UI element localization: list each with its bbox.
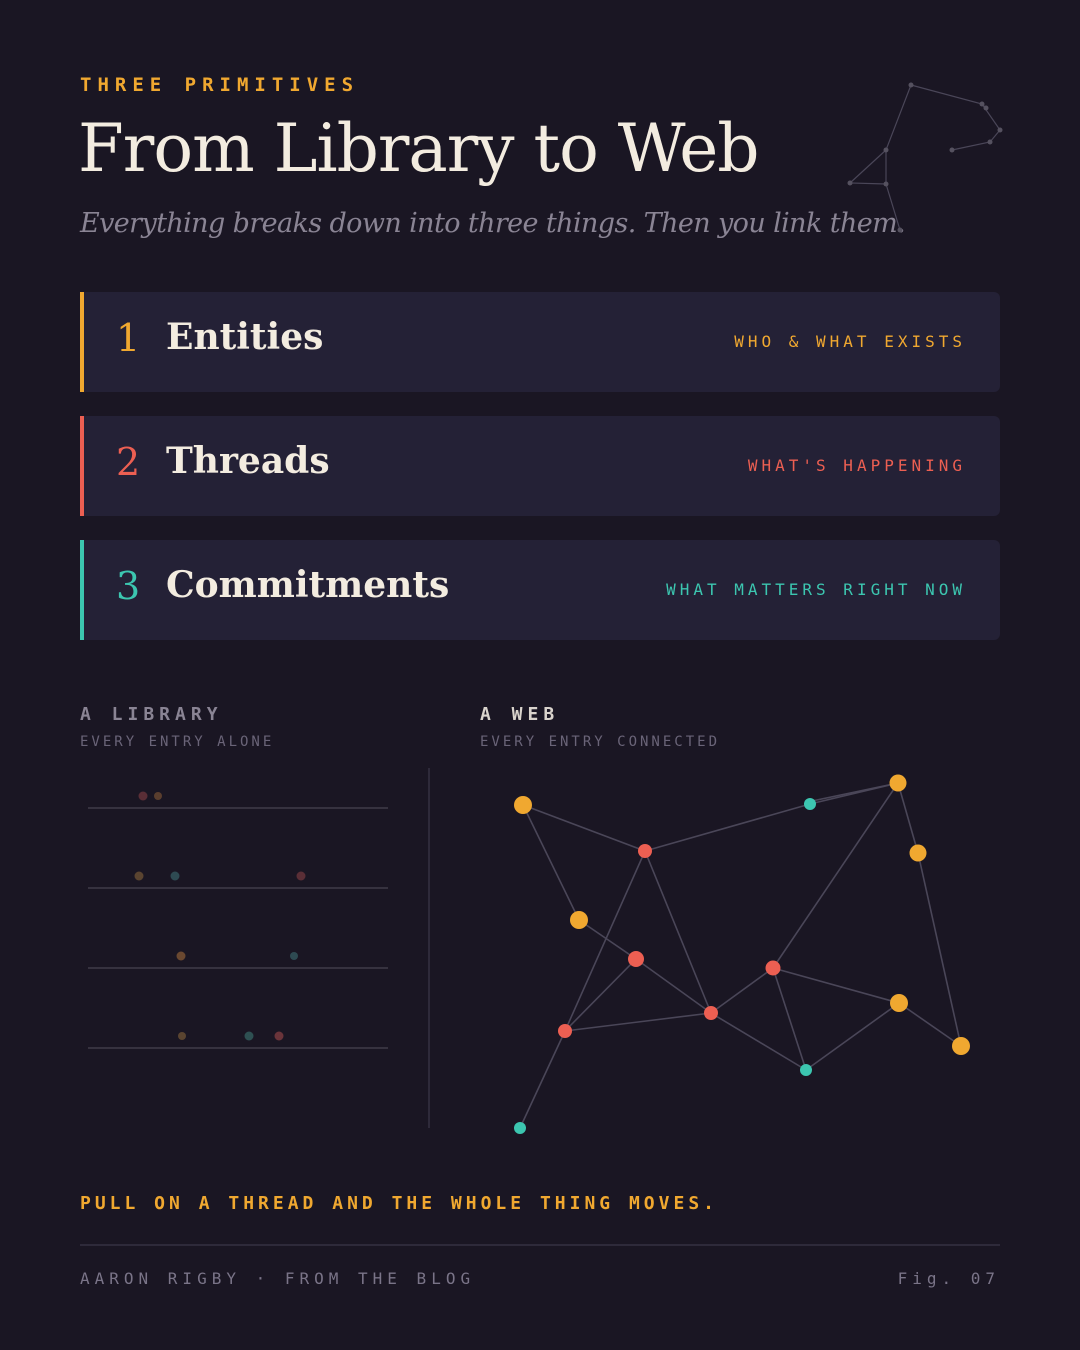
library-shelves-diagram — [88, 791, 388, 1049]
web-network-diagram — [514, 774, 970, 1134]
library-entry-dot — [154, 792, 162, 800]
primitive-name: Commitments — [166, 564, 450, 606]
web-link — [522, 804, 580, 921]
primitive-tag: WHAT'S HAPPENING — [747, 456, 966, 475]
constellation-star — [949, 147, 955, 153]
primitive-name: Threads — [166, 440, 330, 482]
web-link — [917, 852, 962, 1047]
library-entry-dot — [176, 951, 186, 961]
library-entry-dot — [134, 871, 144, 881]
web-entity-node — [570, 911, 588, 929]
web-link — [564, 1012, 712, 1032]
web-link — [897, 782, 919, 854]
web-thread-node — [628, 951, 644, 967]
web-thread-node — [558, 1024, 572, 1038]
web-link — [805, 1002, 900, 1071]
tagline: PULL ON A THREAD AND THE WHOLE THING MOV… — [80, 1193, 718, 1214]
constellation-star — [987, 139, 993, 145]
constellation-star — [847, 180, 853, 186]
primitive-card-commitments: 3 Commitments WHAT MATTERS RIGHT NOW — [80, 540, 1000, 640]
web-link — [811, 782, 899, 802]
panel-divider — [428, 768, 430, 1128]
web-panel-subtitle: EVERY ENTRY CONNECTED — [480, 734, 721, 750]
constellation-star — [883, 147, 889, 153]
footer-figure-number: Fig. 07 — [897, 1269, 1000, 1288]
web-entity-node — [514, 796, 532, 814]
primitive-number: 1 — [116, 316, 141, 360]
primitive-card-entities: 1 Entities WHO & WHAT EXISTS — [80, 292, 1000, 392]
constellation-star — [883, 181, 889, 187]
web-link — [772, 782, 899, 969]
web-entity-node — [889, 774, 907, 792]
web-entity-node — [909, 844, 927, 862]
web-link — [898, 1002, 962, 1047]
library-panel-subtitle: EVERY ENTRY ALONE — [80, 734, 275, 750]
web-entity-node — [890, 994, 908, 1012]
library-entry-dot — [274, 1031, 284, 1041]
constellation-line — [848, 84, 912, 231]
primitive-card-threads: 2 Threads WHAT'S HAPPENING — [80, 416, 1000, 516]
web-panel-title: A WEB — [480, 704, 560, 725]
web-link — [578, 919, 637, 960]
web-commitment-node — [514, 1122, 526, 1134]
library-panel-title: A LIBRARY — [80, 704, 223, 725]
web-commitment-node — [800, 1064, 812, 1076]
web-link — [772, 967, 807, 1071]
constellation-star — [897, 227, 903, 233]
library-entry-dot — [170, 871, 180, 881]
library-entry-dot — [178, 1032, 186, 1040]
primitive-number: 3 — [116, 564, 141, 608]
primitive-name: Entities — [166, 316, 324, 358]
constellation-line — [910, 84, 1001, 151]
footer-author: AARON RIGBY · FROM THE BLOG — [80, 1269, 476, 1288]
web-link — [519, 1030, 566, 1129]
web-link — [564, 958, 637, 1032]
library-entry-dot — [296, 871, 306, 881]
web-link — [644, 803, 811, 852]
primitive-tag: WHO & WHAT EXISTS — [734, 332, 966, 351]
web-link — [564, 850, 646, 1032]
constellation-star — [983, 105, 989, 111]
web-thread-node — [765, 960, 781, 976]
web-link — [522, 804, 646, 852]
page-title: From Library to Web — [78, 110, 760, 187]
primitive-tag: WHAT MATTERS RIGHT NOW — [666, 580, 966, 599]
page-subtitle: Everything breaks down into three things… — [80, 208, 906, 239]
primitive-number: 2 — [116, 440, 141, 484]
web-commitment-node — [804, 798, 816, 810]
web-entity-node — [952, 1037, 970, 1055]
web-thread-node — [704, 1006, 718, 1020]
web-link — [710, 1012, 807, 1071]
constellation-decoration — [847, 82, 1003, 233]
web-link — [710, 967, 774, 1014]
library-entry-dot — [244, 1031, 254, 1041]
web-thread-node — [638, 844, 652, 858]
constellation-star — [908, 82, 914, 88]
eyebrow-label: THREE PRIMITIVES — [80, 74, 360, 96]
library-entry-dot — [290, 952, 298, 960]
library-entry-dot — [138, 791, 148, 801]
constellation-star — [997, 127, 1003, 133]
web-link — [772, 967, 900, 1004]
footer-divider — [80, 1244, 1000, 1246]
constellation-star — [979, 101, 985, 107]
web-link — [635, 958, 712, 1014]
web-link — [644, 850, 712, 1014]
